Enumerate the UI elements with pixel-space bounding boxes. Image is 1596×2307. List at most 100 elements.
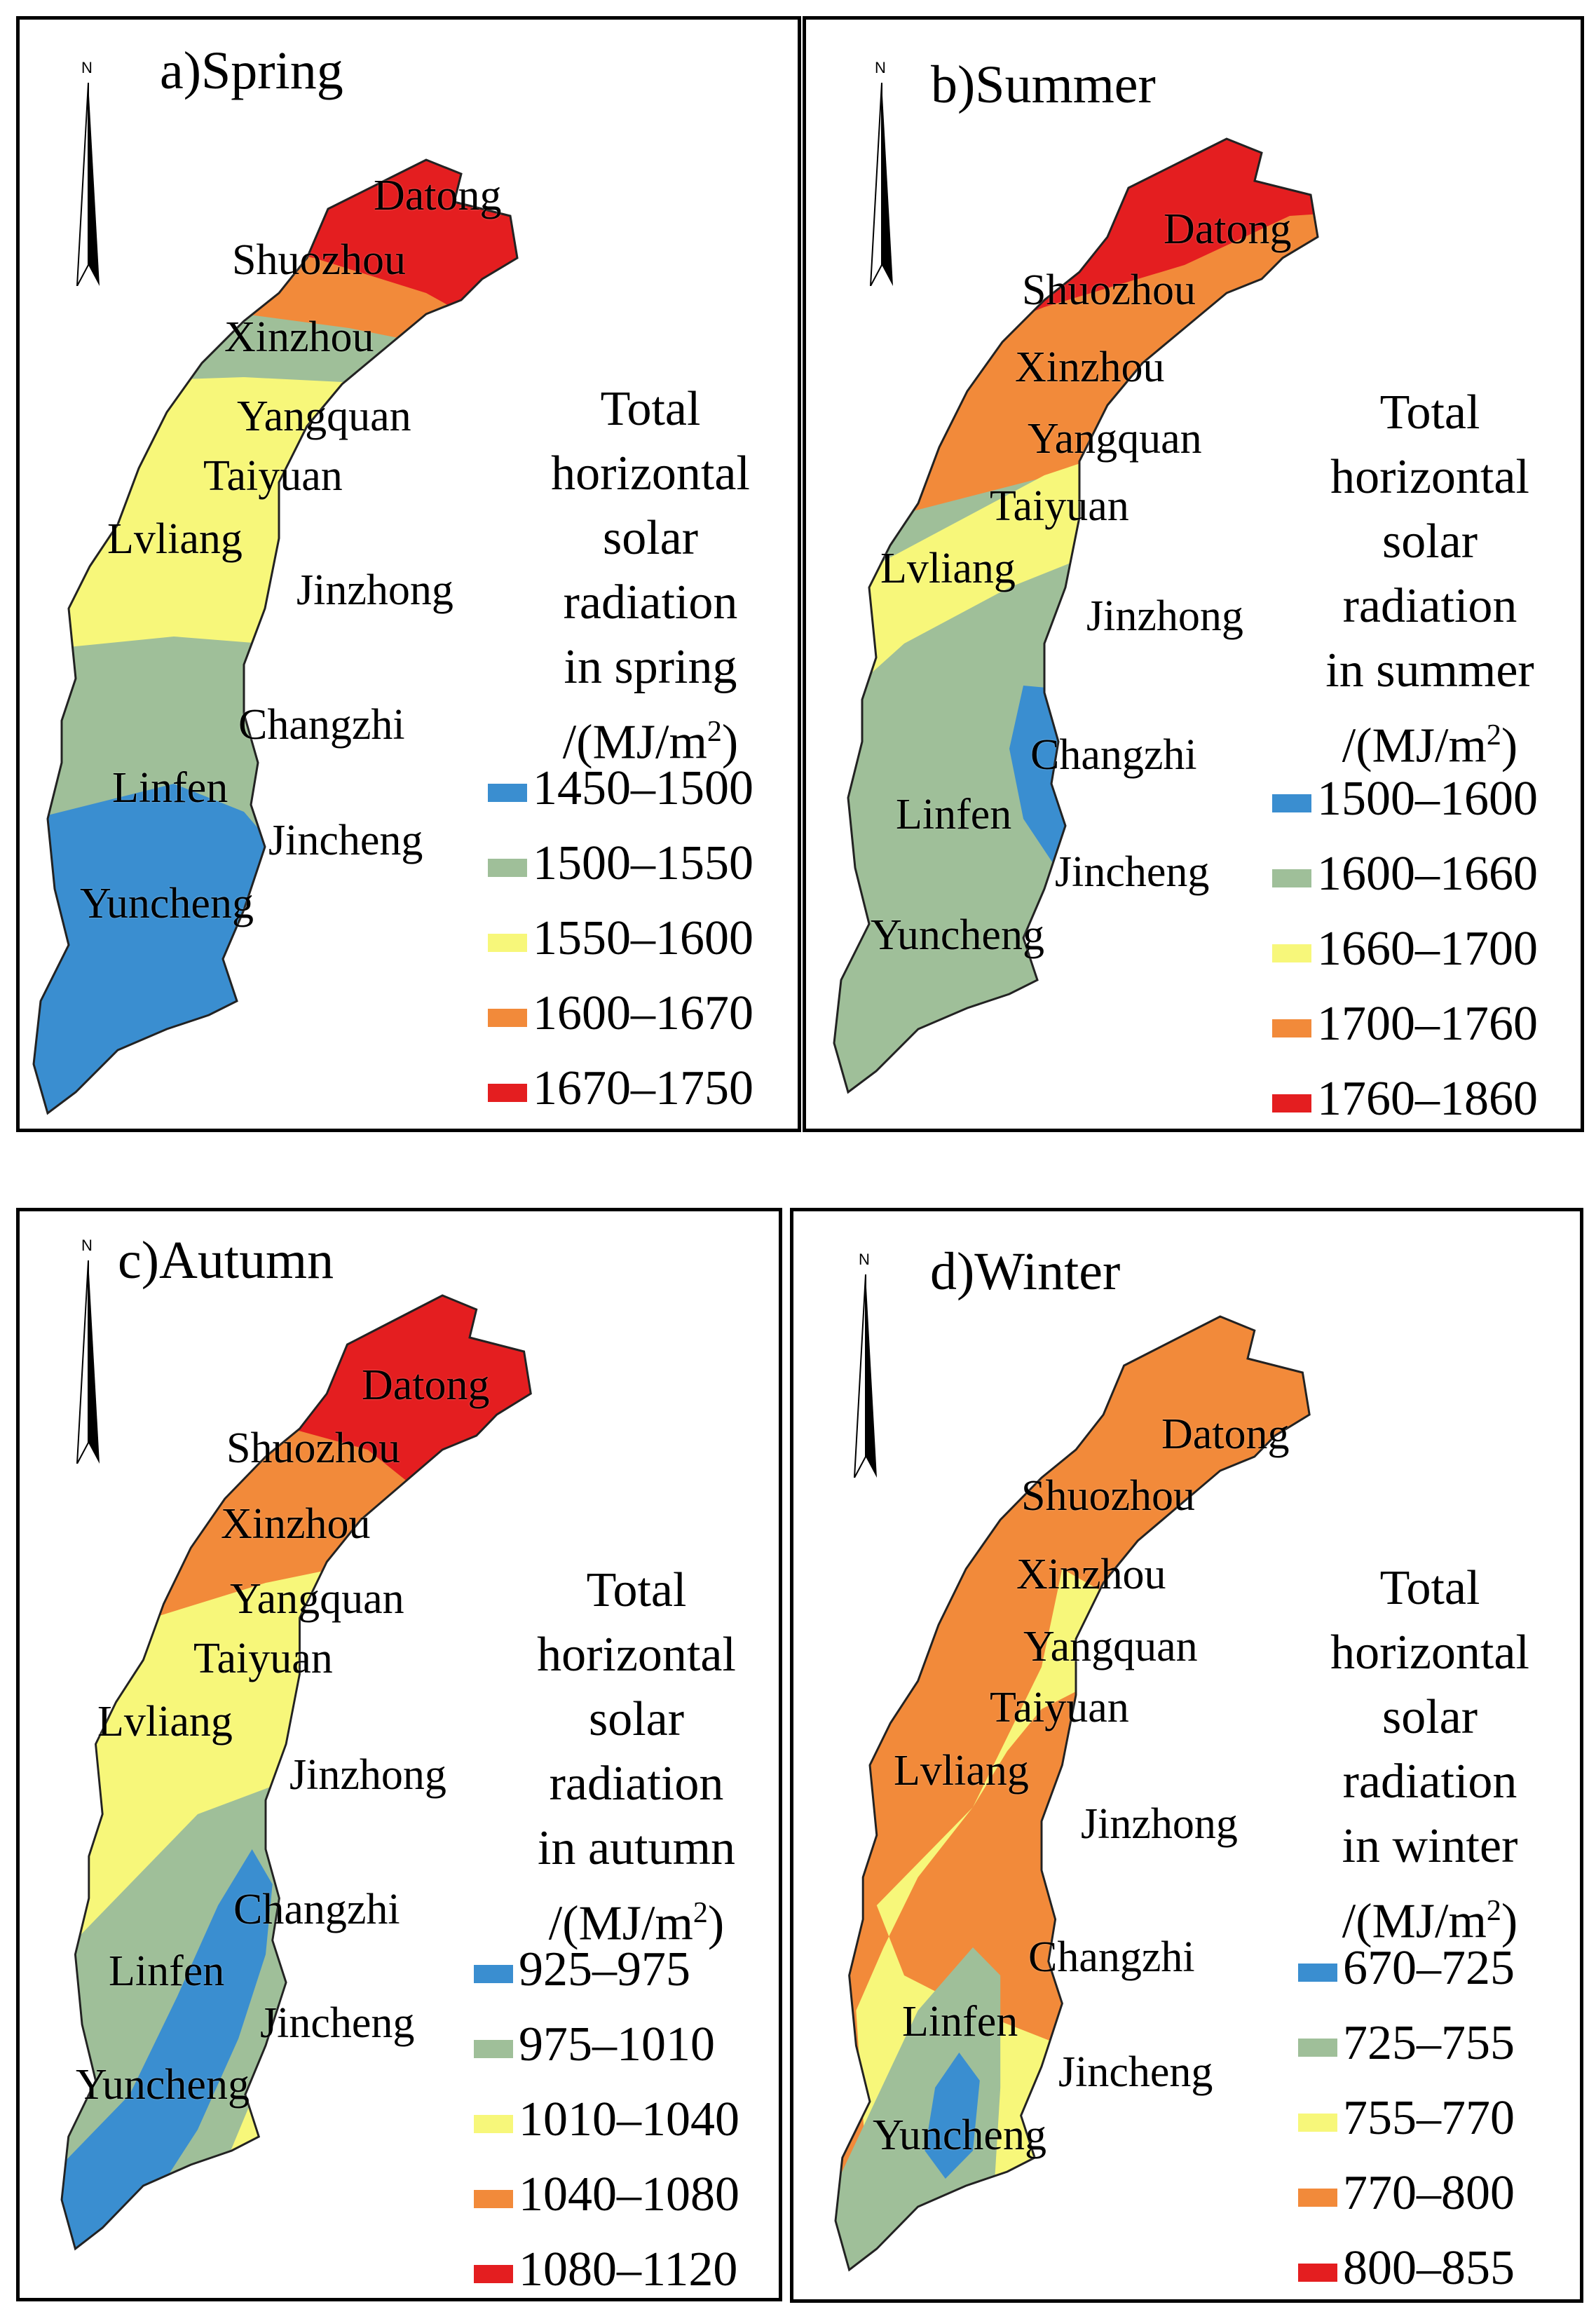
city-yangquan: Yangquan [1028, 415, 1202, 463]
zone-winter-670 [925, 2053, 980, 2179]
city-lvliang: Lvliang [894, 1747, 1029, 1795]
panel-title: d)Winter [930, 1242, 1121, 1301]
legend-label: 755–770 [1343, 2091, 1515, 2145]
north-arrow: N [74, 1237, 102, 1464]
city-xinzhou: Xinzhou [1015, 343, 1165, 391]
city-yuncheng: Yuncheng [80, 880, 254, 927]
legend-swatch [474, 2265, 513, 2283]
legend-title: Total horizontal solar radiation in summer … [1325, 386, 1534, 773]
panel-title: c)Autumn [118, 1231, 334, 1290]
legend-swatch [488, 934, 527, 952]
legend-swatch [1298, 2264, 1337, 2282]
north-arrow-icon [76, 82, 100, 287]
legend-swatch [1272, 794, 1311, 812]
legend-swatch [474, 2040, 513, 2058]
legend-label: 725–755 [1343, 2016, 1515, 2070]
legend-swatch [1298, 2114, 1337, 2132]
legend-label: 1010–1040 [519, 2092, 739, 2146]
legend-swatch [1272, 1019, 1311, 1037]
legend-label: 925–975 [519, 1942, 690, 1996]
legend-label: 800–855 [1343, 2241, 1515, 2295]
panel-autumn: N c)Autumn Datong Shuozhou Xinzhou Yangq… [16, 1208, 782, 2301]
legend-swatch [1272, 869, 1311, 887]
legend-swatch [1298, 2039, 1337, 2057]
legend-swatch [488, 784, 527, 802]
city-taiyuan: Taiyuan [203, 452, 343, 500]
panel-spring: N a)Spring Datong Shuozhou Xinzhou Yangq… [16, 16, 801, 1132]
legend-label: 1080–1120 [519, 2243, 738, 2296]
legend-swatch [474, 2115, 513, 2133]
city-jinzhong: Jinzhong [289, 1751, 446, 1799]
legend-swatch [474, 1965, 513, 1983]
city-xinzhou: Xinzhou [224, 313, 374, 361]
legend-label: 1550–1600 [533, 911, 753, 965]
legend-label: 1450–1500 [533, 761, 753, 815]
legend-swatch [1272, 1094, 1311, 1112]
province-outline-spring [32, 158, 519, 1115]
north-arrow: N [868, 59, 896, 287]
panel-summer: N b)Summer Datong Shuozhou Xinzhou Yangq… [803, 16, 1584, 1132]
city-shuozhou: Shuozhou [226, 1424, 400, 1472]
north-arrow: N [74, 59, 102, 287]
city-linfen: Linfen [896, 791, 1012, 838]
legend-label: 1600–1660 [1317, 847, 1538, 901]
city-shuozhou: Shuozhou [1022, 266, 1196, 314]
map-winter [834, 1315, 1311, 2272]
legend-label: 975–1010 [519, 2017, 715, 2071]
province-outline-winter [834, 1315, 1311, 2272]
city-lvliang: Lvliang [880, 545, 1016, 592]
city-taiyuan: Taiyuan [990, 1684, 1129, 1731]
city-jincheng: Jincheng [268, 817, 423, 864]
legend-swatch [1272, 944, 1311, 962]
legend-swatch [488, 1084, 527, 1102]
map-spring [32, 158, 519, 1115]
legend-title: Total horizontal solar radiation in winter … [1330, 1561, 1529, 1949]
city-changzhi: Changzhi [1030, 731, 1197, 779]
legend-label: 1600–1670 [533, 986, 753, 1040]
city-jincheng: Jincheng [1055, 848, 1210, 896]
city-datong: Datong [362, 1361, 490, 1409]
north-arrow-icon [870, 82, 893, 287]
panel-winter: N d)Winter Datong Shuozhou Xinzhou Yangq… [790, 1208, 1583, 2303]
city-datong: Datong [1164, 205, 1292, 253]
map-summer [833, 137, 1319, 1094]
legend-label: 1700–1760 [1317, 997, 1538, 1051]
province-outline-summer [833, 137, 1319, 1094]
legend-label: 1670–1750 [533, 1061, 753, 1115]
north-label: N [875, 59, 886, 76]
zone-autumn-925 [62, 1849, 273, 2249]
zone-spring-1450 [34, 784, 286, 1113]
north-arrow-icon [76, 1260, 100, 1464]
city-jinzhong: Jinzhong [1081, 1800, 1238, 1848]
legend-swatch [488, 1009, 527, 1027]
city-yuncheng: Yuncheng [873, 2111, 1046, 2159]
city-xinzhou: Xinzhou [221, 1500, 371, 1548]
north-arrow: N [852, 1251, 880, 1478]
province-outline-autumn [60, 1294, 532, 2251]
city-datong: Datong [1161, 1410, 1290, 1458]
city-jinzhong: Jinzhong [1086, 592, 1243, 640]
city-changzhi: Changzhi [238, 701, 405, 749]
legend-label: 1040–1080 [519, 2168, 739, 2221]
legend-label: 1760–1860 [1317, 1072, 1538, 1126]
city-jincheng: Jincheng [1058, 2048, 1213, 2096]
city-changzhi: Changzhi [1028, 1933, 1195, 1981]
north-label: N [81, 59, 93, 76]
city-linfen: Linfen [902, 1998, 1018, 2046]
legend-title: Total horizontal solar radiation in autumn … [537, 1563, 736, 1951]
legend-swatch [1298, 2189, 1337, 2207]
city-yangquan: Yangquan [230, 1575, 404, 1623]
city-yuncheng: Yuncheng [871, 911, 1044, 959]
city-shuozhou: Shuozhou [1021, 1472, 1195, 1520]
city-jinzhong: Jinzhong [296, 566, 453, 614]
panel-title: b)Summer [931, 55, 1156, 114]
city-lvliang: Lvliang [107, 515, 243, 563]
panel-title: a)Spring [160, 41, 343, 100]
city-lvliang: Lvliang [97, 1698, 233, 1745]
legend-label: 770–800 [1343, 2166, 1515, 2220]
north-label: N [81, 1237, 93, 1254]
legend-label: 670–725 [1343, 1941, 1515, 1995]
city-yuncheng: Yuncheng [76, 2061, 250, 2109]
city-linfen: Linfen [112, 764, 229, 812]
legend-title: Total horizontal solar radiation in spring … [551, 382, 750, 770]
